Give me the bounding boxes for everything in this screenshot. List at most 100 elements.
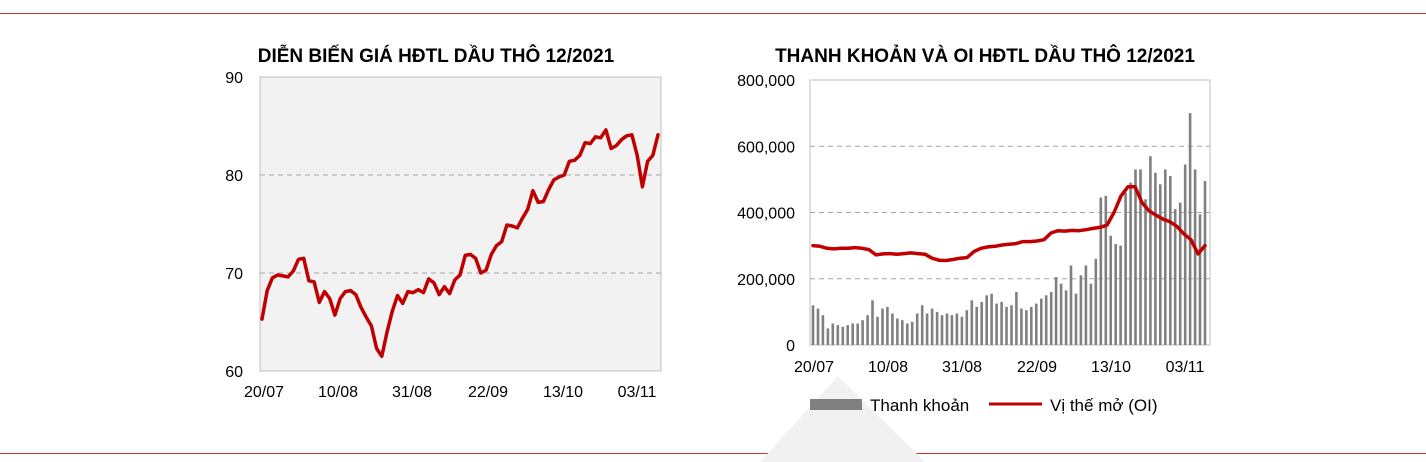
watermark-shape [760, 376, 925, 462]
liquidity-x-tick-label: 03/11 [1166, 359, 1205, 376]
liquidity-bars [811, 113, 1207, 346]
price-y-tick-label: 60 [225, 364, 243, 381]
liquidity-bar [1193, 169, 1197, 345]
liquidity-bar [1044, 295, 1048, 345]
liquidity-bar [871, 300, 874, 345]
liquidity-bar [1183, 164, 1187, 345]
liquidity-x-tick-label: 13/10 [1091, 359, 1131, 376]
price-chart-title: DIỄN BIẾN GIÁ HĐTL DẦU THÔ 12/2021 [258, 45, 615, 67]
liquidity-y-tick-label: 0 [786, 338, 795, 355]
liquidity-bar [1069, 265, 1073, 345]
liquidity-bar [1114, 244, 1117, 345]
liquidity-bar [1030, 306, 1033, 345]
liquidity-bar [950, 315, 954, 345]
liquidity-bar [831, 323, 835, 345]
liquidity-bar [1104, 195, 1108, 345]
liquidity-bar [1074, 293, 1078, 345]
liquidity-bar [811, 305, 815, 346]
liquidity-bar [826, 328, 830, 345]
price-x-tick-label: 13/10 [543, 384, 583, 401]
liquidity-bar [816, 308, 820, 345]
liquidity-oi-chart-title: THANH KHOẢN VÀ OI HĐTL DẦU THÔ 12/2021 [775, 45, 1195, 67]
price-x-axis: 20/07 10/08 31/08 22/09 13/10 03/11 [244, 384, 657, 401]
liquidity-bar [1020, 308, 1023, 345]
liquidity-bar [970, 300, 974, 345]
liquidity-bar [866, 315, 869, 345]
liquidity-bar [925, 313, 929, 345]
liquidity-bar [980, 301, 983, 345]
liquidity-bar [960, 316, 964, 345]
liquidity-bar [1040, 298, 1043, 345]
price-x-tick-label: 10/08 [318, 384, 358, 401]
liquidity-bar [1159, 184, 1162, 345]
liquidity-bar [1089, 283, 1093, 345]
liquidity-bar [965, 310, 969, 345]
liquidity-bar [930, 308, 934, 345]
liquidity-bar [821, 315, 825, 345]
liquidity-bar [940, 315, 944, 345]
liquidity-bar [1144, 199, 1147, 346]
liquidity-bar [955, 313, 959, 345]
liquidity-bar [1094, 258, 1098, 345]
liquidity-bar [896, 318, 899, 345]
price-x-tick-label: 22/09 [468, 384, 508, 401]
liquidity-y-tick-label: 800,000 [737, 73, 795, 90]
liquidity-bar [1049, 292, 1053, 345]
liquidity-bar [1198, 214, 1202, 345]
liquidity-bar [876, 316, 879, 345]
liquidity-bar [1129, 182, 1132, 345]
liquidity-y-tick-label: 200,000 [737, 272, 795, 289]
liquidity-oi-chart: THANH KHOẢN VÀ OI HĐTL DẦU THÔ 12/2021 0… [737, 45, 1211, 415]
price-x-tick-label: 31/08 [392, 384, 432, 401]
liquidity-x-tick-label: 31/08 [942, 359, 982, 376]
price-y-tick-label: 90 [225, 70, 243, 87]
liquidity-bar [1169, 176, 1172, 345]
liquidity-bar [920, 305, 924, 346]
liquidity-gridlines [810, 145, 1210, 280]
liquidity-bar [1099, 197, 1103, 345]
liquidity-x-tick-label: 20/07 [794, 359, 834, 376]
liquidity-bar [1164, 169, 1167, 345]
legend-label-oi: Vị thế mở (OI) [1050, 396, 1158, 415]
liquidity-bar [1035, 303, 1038, 345]
liquidity-bar [1154, 172, 1157, 346]
liquidity-bar [886, 306, 889, 345]
liquidity-bar [861, 320, 864, 345]
liquidity-bar [1015, 292, 1018, 345]
liquidity-bar [901, 320, 904, 345]
liquidity-bar [1010, 305, 1013, 346]
liquidity-bar [1188, 113, 1192, 345]
liquidity-x-axis: 20/07 10/08 31/08 22/09 13/10 03/11 [794, 359, 1205, 376]
oi-series-line [811, 184, 1207, 263]
liquidity-bar [1124, 192, 1127, 345]
price-y-axis: 60 70 80 90 [225, 70, 243, 381]
price-y-tick-label: 70 [225, 266, 243, 283]
liquidity-bar [841, 326, 845, 345]
liquidity-bar [1054, 277, 1058, 345]
liquidity-bar [990, 293, 993, 345]
liquidity-bar [851, 323, 854, 345]
liquidity-bar [1025, 310, 1028, 345]
liquidity-bar [1134, 169, 1137, 345]
liquidity-bar [1119, 245, 1122, 345]
liquidity-bar [906, 323, 909, 345]
liquidity-bar [985, 295, 988, 345]
liquidity-bar [995, 303, 998, 345]
liquidity-bar [975, 306, 978, 345]
liquidity-bar [1173, 209, 1177, 345]
price-plot-area [259, 76, 662, 372]
liquidity-bar [1079, 275, 1083, 345]
liquidity-bar [915, 313, 919, 345]
liquidity-bar [1139, 169, 1142, 345]
liquidity-bar [1000, 301, 1003, 345]
liquidity-bar [1149, 156, 1152, 345]
legend-swatch-liquidity [810, 399, 862, 410]
price-series-line [260, 128, 660, 359]
legend-label-liquidity: Thanh khoản [870, 396, 969, 415]
liquidity-bar [836, 325, 840, 345]
liquidity-bar [891, 313, 894, 345]
liquidity-y-tick-label: 400,000 [737, 206, 795, 223]
liquidity-bar [846, 325, 849, 345]
liquidity-bar [1203, 181, 1207, 345]
